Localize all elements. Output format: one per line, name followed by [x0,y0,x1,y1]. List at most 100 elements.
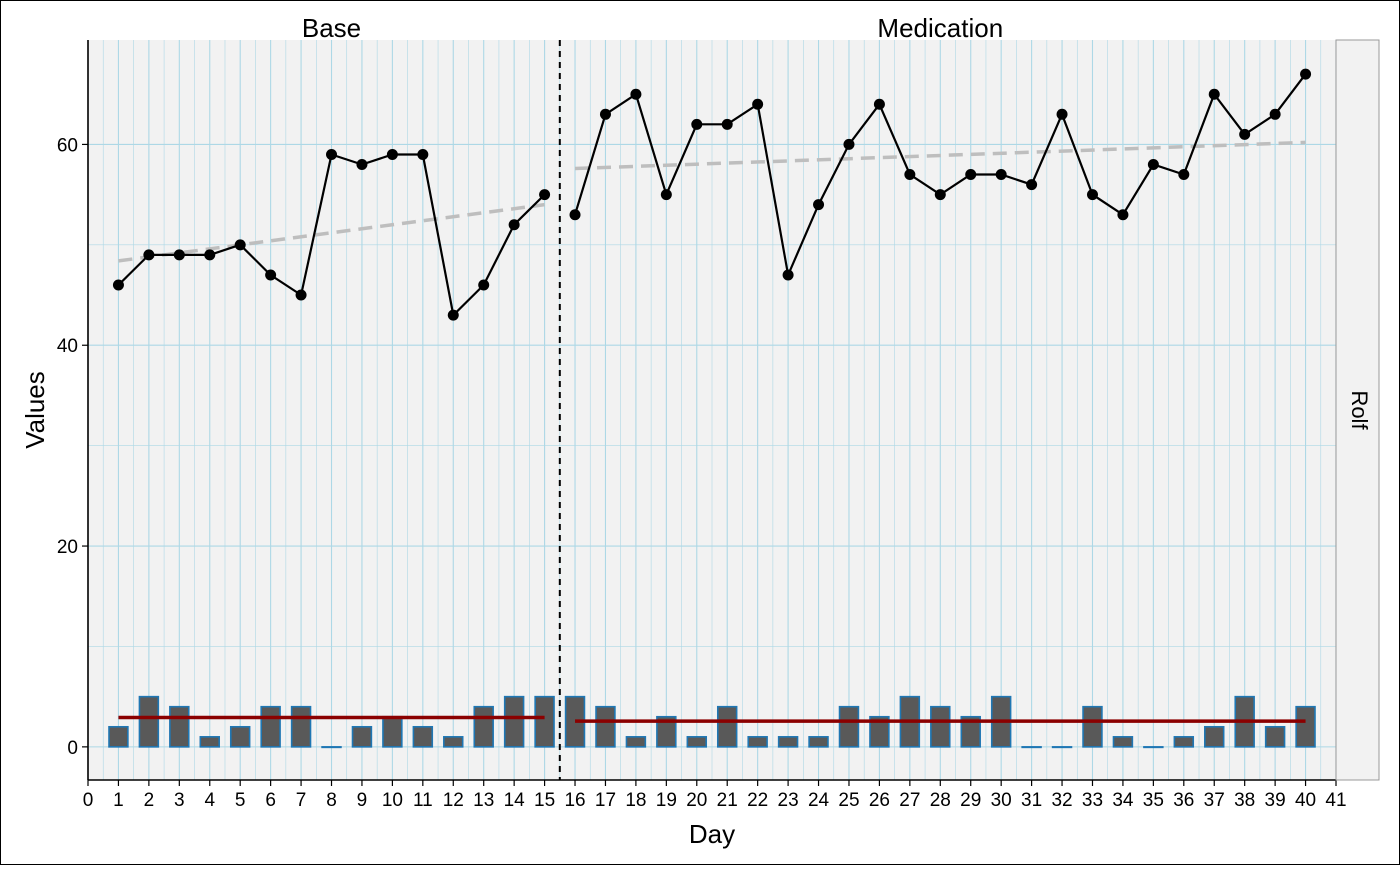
bar [625,736,647,748]
data-point [1117,209,1129,221]
x-tick-label: 34 [1112,790,1134,811]
x-tick-label: 5 [235,790,246,811]
data-point [265,269,277,281]
bar [716,705,738,748]
x-tick-label: 29 [960,790,981,811]
y-axis-title: Values [20,371,50,449]
data-point [1026,179,1038,191]
x-tick-label: 18 [625,790,646,811]
bar [351,725,373,748]
x-tick-label: 41 [1325,790,1346,811]
data-point [143,249,155,261]
bar [108,725,129,748]
x-tick-label: 30 [991,790,1012,811]
x-tick-label: 9 [357,790,368,811]
x-tick-label: 12 [443,790,464,811]
y-tick-label: 20 [57,537,78,558]
facet-strip [1335,39,1380,781]
phase-label-medication: Medication [877,13,1003,43]
data-point [1269,108,1281,120]
bar [169,705,190,748]
x-tick-label: 11 [413,790,433,811]
data-point [1178,169,1190,181]
bar [1021,746,1042,749]
data-point [1300,68,1312,80]
bar [321,746,342,749]
bar [199,736,220,748]
x-tick-label: 22 [747,790,768,811]
x-tick-label: 40 [1295,790,1316,811]
data-point [356,159,368,171]
x-tick-label: 39 [1265,790,1286,811]
data-point [1056,108,1068,120]
data-point [204,249,216,261]
x-tick-label: 19 [656,790,677,811]
x-tick-label: 26 [869,790,890,811]
data-point [721,118,733,130]
bar [808,736,829,748]
data-point [386,148,398,160]
data-point [873,98,885,110]
bar [1173,736,1195,748]
bar [777,736,799,748]
data-point [965,169,977,181]
bar [686,736,708,748]
bar [1112,736,1134,748]
data-point [447,309,459,321]
bar [443,736,464,748]
x-tick-label: 20 [686,790,707,811]
bar [656,715,677,748]
data-point [295,289,307,301]
x-tick-label: 4 [204,790,215,811]
data-point [782,269,794,281]
bar [412,725,434,748]
y-tick-label: 60 [57,135,78,156]
data-point [478,279,490,291]
data-point [539,189,551,201]
data-point [1239,128,1251,140]
data-point [813,199,825,211]
x-tick-label: 35 [1143,790,1164,811]
bar [229,725,251,748]
data-point [417,148,429,160]
data-point [630,88,642,100]
x-tick-label: 32 [1051,790,1072,811]
bar [1082,705,1103,748]
data-point [173,249,185,261]
data-point [660,189,672,201]
bar [534,695,555,748]
bar [747,736,768,748]
bar [838,705,860,748]
bar [1204,725,1225,748]
data-point [234,239,246,251]
facet-label: Rolf [1347,390,1372,430]
x-tick-label: 16 [564,790,585,811]
x-tick-label: 38 [1234,790,1255,811]
y-tick-label: 40 [57,336,78,357]
x-tick-label: 3 [174,790,185,811]
data-point [995,169,1007,181]
x-tick-label: 15 [534,790,555,811]
x-tick-label: 6 [265,790,276,811]
bar [960,715,981,748]
x-tick-label: 28 [930,790,951,811]
bar [473,705,494,748]
x-tick-label: 23 [778,790,799,811]
bar [260,705,281,748]
data-point [752,98,764,110]
bar [1051,746,1073,749]
bar [1295,705,1316,748]
x-tick-label: 13 [473,790,494,811]
bar [595,705,616,748]
bar [290,705,312,748]
x-tick-label: 14 [504,790,526,811]
x-tick-label: 27 [899,790,920,811]
y-tick-label: 0 [67,738,78,759]
x-tick-label: 17 [595,790,616,811]
data-point [326,148,338,160]
data-point [599,108,611,120]
x-tick-label: 7 [296,790,307,811]
x-tick-label: 10 [382,790,403,811]
trend-line-base [118,202,545,263]
